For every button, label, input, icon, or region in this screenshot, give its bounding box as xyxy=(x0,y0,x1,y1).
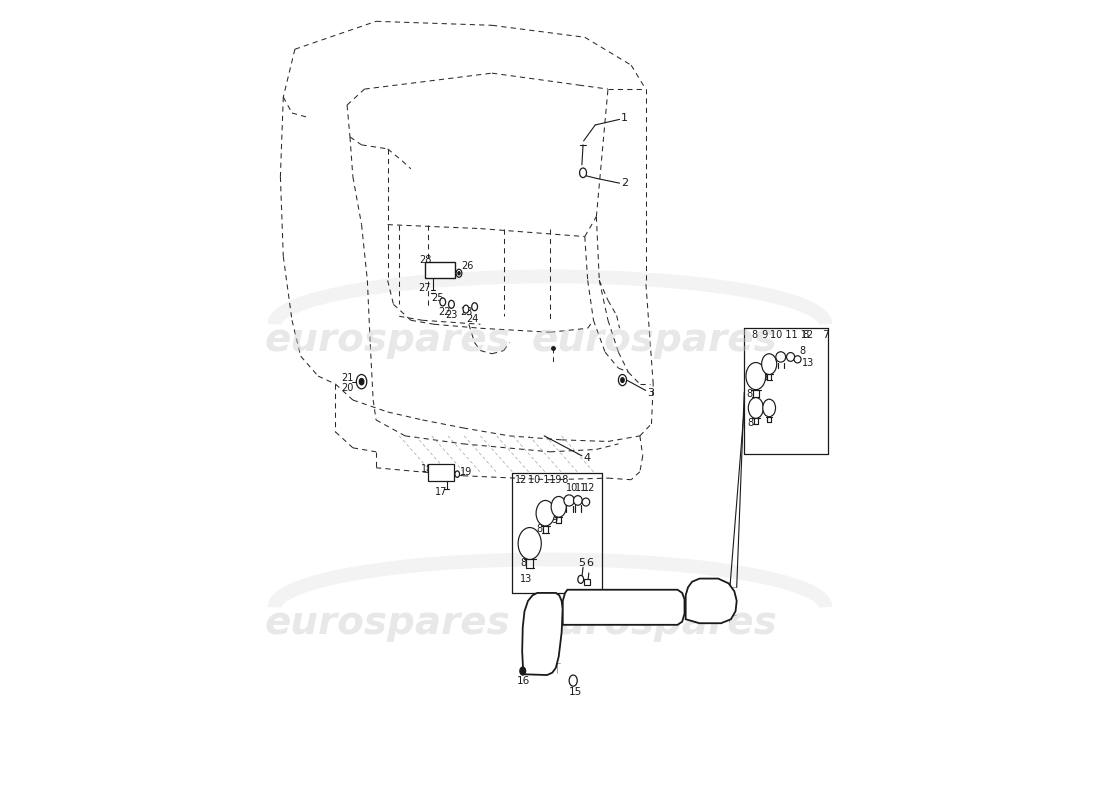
Circle shape xyxy=(620,378,624,382)
Text: 4: 4 xyxy=(584,453,591,463)
Circle shape xyxy=(578,575,584,583)
Text: 8: 8 xyxy=(747,389,752,398)
Text: eurospares: eurospares xyxy=(265,322,510,359)
Text: 22: 22 xyxy=(439,307,451,318)
Text: 9: 9 xyxy=(549,474,561,485)
Text: 16: 16 xyxy=(517,677,530,686)
Circle shape xyxy=(463,305,469,313)
Text: 1: 1 xyxy=(620,113,628,122)
Text: 7: 7 xyxy=(823,330,829,340)
Ellipse shape xyxy=(776,352,785,362)
Text: 9: 9 xyxy=(551,515,558,526)
Text: 15: 15 xyxy=(569,686,582,697)
Circle shape xyxy=(761,354,777,374)
Circle shape xyxy=(356,374,366,389)
Circle shape xyxy=(440,298,446,306)
Ellipse shape xyxy=(582,498,590,506)
Ellipse shape xyxy=(786,353,794,362)
Text: 10: 10 xyxy=(565,482,578,493)
Text: 25: 25 xyxy=(431,293,443,303)
Text: 9: 9 xyxy=(761,374,767,383)
Text: 8: 8 xyxy=(747,418,754,428)
Circle shape xyxy=(551,497,566,517)
Text: 3: 3 xyxy=(647,388,653,398)
Text: 10 11: 10 11 xyxy=(528,474,556,485)
Circle shape xyxy=(580,168,586,178)
Text: 6: 6 xyxy=(586,558,593,569)
Text: 2: 2 xyxy=(620,178,628,188)
Text: 10 11 12: 10 11 12 xyxy=(770,330,813,340)
Text: 18: 18 xyxy=(421,464,433,474)
Text: 27: 27 xyxy=(418,283,430,294)
Circle shape xyxy=(472,302,477,310)
Circle shape xyxy=(520,667,526,675)
Polygon shape xyxy=(685,578,737,623)
Polygon shape xyxy=(563,590,684,625)
Text: 23: 23 xyxy=(446,310,458,320)
Circle shape xyxy=(518,527,541,559)
Text: eurospares: eurospares xyxy=(265,604,510,642)
Circle shape xyxy=(569,675,578,686)
Ellipse shape xyxy=(573,496,582,506)
Text: 20: 20 xyxy=(341,383,353,393)
Circle shape xyxy=(536,501,554,526)
Text: eurospares: eurospares xyxy=(531,604,778,642)
Circle shape xyxy=(455,471,460,478)
Text: 14: 14 xyxy=(685,604,698,614)
Text: 8: 8 xyxy=(520,558,527,568)
Circle shape xyxy=(618,374,627,386)
Circle shape xyxy=(456,270,462,278)
Text: 12: 12 xyxy=(583,482,595,493)
Ellipse shape xyxy=(564,495,574,506)
Text: 9: 9 xyxy=(759,330,768,340)
Circle shape xyxy=(449,300,454,308)
Text: 8: 8 xyxy=(800,346,805,355)
Text: 21: 21 xyxy=(341,373,353,382)
Circle shape xyxy=(762,399,776,417)
Text: 23: 23 xyxy=(460,307,473,318)
Text: 8: 8 xyxy=(801,330,810,340)
Text: 13: 13 xyxy=(520,574,532,583)
Circle shape xyxy=(458,272,460,275)
Text: 8: 8 xyxy=(536,524,542,534)
Text: 17: 17 xyxy=(436,486,448,497)
Text: 11: 11 xyxy=(575,482,587,493)
Polygon shape xyxy=(522,593,563,675)
Text: 5: 5 xyxy=(578,558,585,569)
Text: 8: 8 xyxy=(751,330,757,340)
Text: 26: 26 xyxy=(461,261,474,271)
Circle shape xyxy=(360,378,364,385)
Text: eurospares: eurospares xyxy=(531,322,778,359)
Text: 12: 12 xyxy=(515,474,528,485)
Text: 19: 19 xyxy=(460,466,472,477)
Circle shape xyxy=(748,398,763,418)
Ellipse shape xyxy=(794,356,801,363)
Text: 24: 24 xyxy=(466,314,478,324)
Text: 8: 8 xyxy=(557,474,569,485)
Text: 28: 28 xyxy=(419,255,431,266)
Circle shape xyxy=(746,362,766,390)
FancyBboxPatch shape xyxy=(425,262,455,278)
FancyBboxPatch shape xyxy=(428,464,454,482)
Text: 13: 13 xyxy=(802,358,814,367)
